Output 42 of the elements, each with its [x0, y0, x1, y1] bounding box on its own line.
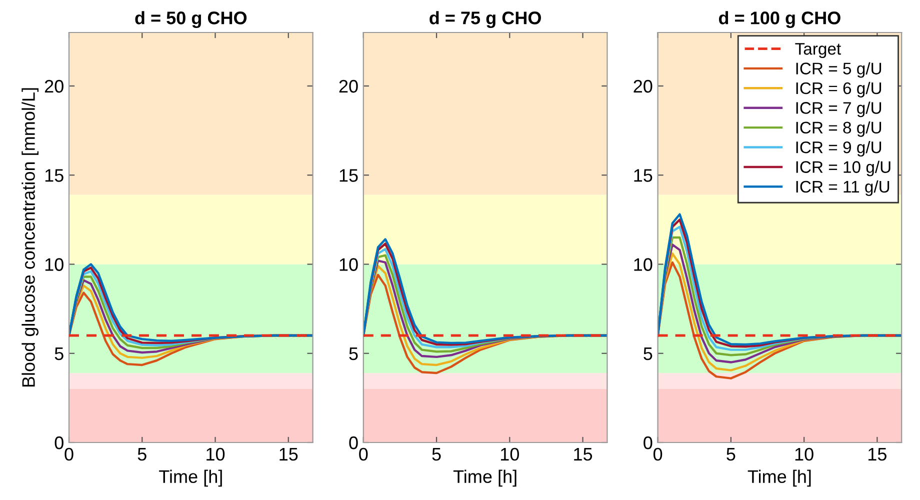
y-tick-label: 10 [634, 258, 652, 271]
x-axis-title: Time [h] [748, 470, 811, 487]
y-tick-label: 20 [44, 80, 64, 93]
y-tick-label: 5 [644, 347, 652, 360]
legend-label: ICR = 8 g/U [796, 121, 882, 137]
y-axis-title: Blood glucose concentration [mmol/L] [22, 88, 38, 387]
legend-label: ICR = 6 g/U [796, 82, 882, 98]
y-tick-label: 0 [644, 436, 652, 450]
y-tick-label: 20 [339, 80, 358, 93]
x-tick-label: 15 [868, 448, 886, 461]
y-tick-label: 15 [340, 169, 358, 182]
chart-title: d = 50 g CHO [135, 11, 247, 28]
y-tick-label: 5 [349, 347, 358, 360]
chart-title: d = 100 g CHO [718, 11, 840, 28]
y-tick-label: 0 [349, 436, 358, 450]
x-tick-label: 5 [138, 448, 146, 461]
y-tick-label: 0 [54, 436, 64, 450]
y-tick-label: 15 [45, 169, 64, 182]
x-tick-label: 0 [359, 448, 368, 461]
legend-label: ICR = 9 g/U [796, 141, 882, 157]
legend-label: ICR = 5 g/U [796, 62, 882, 78]
y-tick-label: 10 [45, 258, 64, 271]
legend-label: Target [795, 43, 841, 58]
x-tick-label: 15 [280, 448, 298, 461]
x-tick-label: 5 [432, 448, 441, 461]
x-axis-title: Time [h] [453, 470, 516, 487]
legend-label: ICR = 7 g/U [796, 102, 882, 118]
x-tick-label: 0 [653, 448, 662, 461]
chart-title: d = 75 g CHO [430, 11, 541, 28]
x-tick-label: 0 [64, 448, 74, 461]
y-tick-label: 20 [634, 80, 652, 93]
legend-label: ICR = 11 g/U [796, 180, 890, 196]
x-tick-label: 5 [726, 448, 736, 461]
x-tick-label: 10 [500, 448, 519, 461]
x-axis-title: Time [h] [159, 470, 222, 487]
x-tick-label: 15 [574, 448, 592, 461]
y-tick-label: 5 [54, 347, 64, 360]
y-tick-label: 15 [634, 169, 652, 182]
legend-label: ICR = 10 g/U [796, 160, 890, 176]
x-tick-label: 10 [795, 448, 814, 461]
x-tick-label: 10 [206, 448, 225, 461]
y-tick-label: 10 [340, 258, 358, 271]
